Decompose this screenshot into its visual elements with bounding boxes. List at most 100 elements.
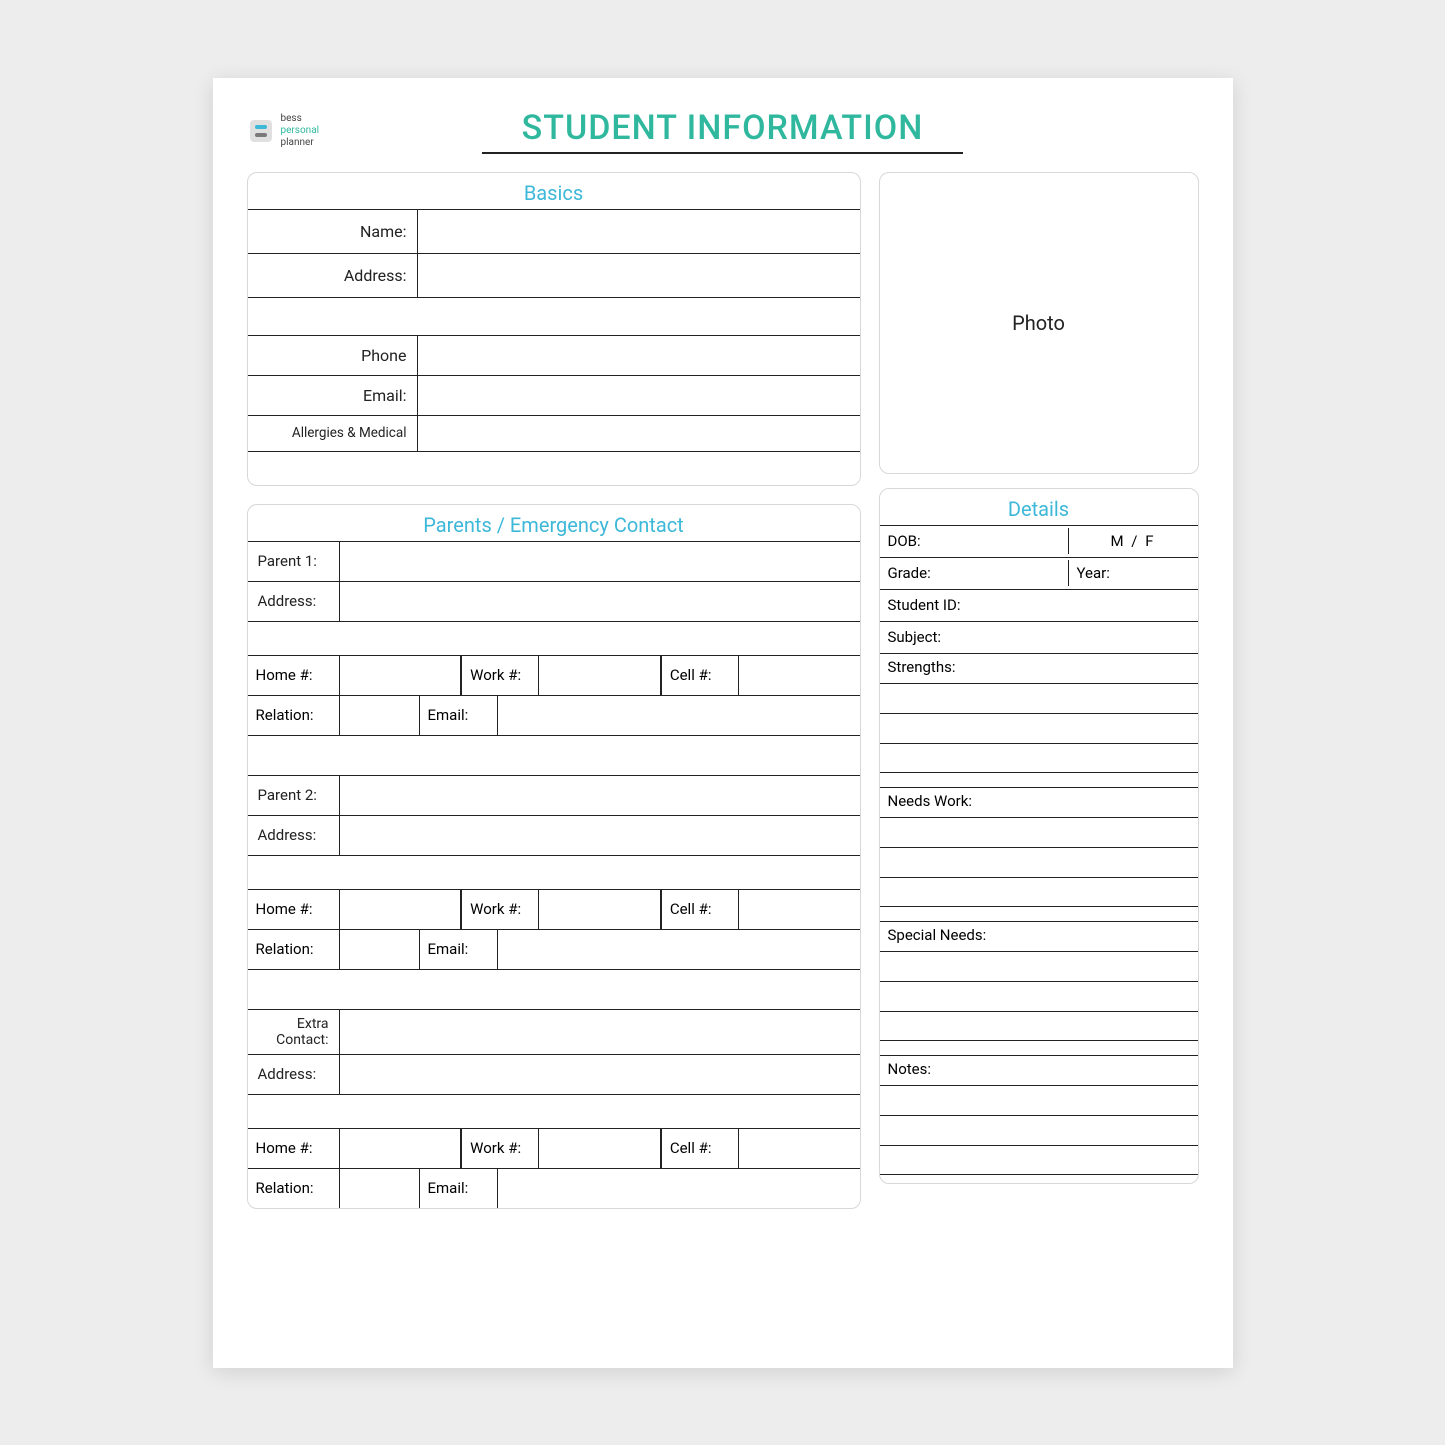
row-parent2: Parent 2: [248,775,860,815]
value-p2-work[interactable] [539,890,661,929]
parents-heading: Parents / Emergency Contact [248,505,860,541]
value-p2-address[interactable] [340,816,860,855]
value-p2-cell[interactable] [739,890,860,929]
needswork-line3[interactable] [880,877,1198,907]
strengths-line3[interactable] [880,743,1198,773]
label-p2-home: Home #: [248,890,340,929]
basics-panel: Basics Name: Address: Phone Email: [247,172,861,486]
row-p1-address: Address: [248,581,860,621]
p1-bottom-spacer[interactable] [248,735,860,775]
row-grade: Grade: Year: [880,557,1198,589]
row-ex-address: Address: [248,1054,860,1094]
parents-panel: Parents / Emergency Contact Parent 1: Ad… [247,504,861,1209]
header: bess personal planner STUDENT INFORMATIO… [247,108,1199,154]
row-p2-relemail: Relation: Email: [248,929,860,969]
value-ex-address[interactable] [340,1055,860,1094]
value-p1-relation[interactable] [340,696,420,735]
label-p1-relation: Relation: [248,696,340,735]
logo-icon [247,117,275,145]
ex-addr-spacer[interactable] [248,1094,860,1128]
value-extra[interactable] [340,1010,860,1054]
title-wrap: STUDENT INFORMATION [407,108,1039,154]
value-ex-home[interactable] [340,1129,462,1168]
value-p2-email[interactable] [498,930,860,969]
value-phone[interactable] [418,336,860,375]
row-allergies: Allergies & Medical [248,415,860,451]
value-p1-address[interactable] [340,582,860,621]
value-p2-home[interactable] [340,890,462,929]
label-p2-work: Work #: [461,890,539,929]
specialneeds-line3[interactable] [880,1011,1198,1041]
specialneeds-line1[interactable] [880,951,1198,981]
notes-line2[interactable] [880,1115,1198,1145]
logo-line3: planner [281,137,320,149]
row-p2-address: Address: [248,815,860,855]
label-p1-cell: Cell #: [661,656,739,695]
value-parent2[interactable] [340,776,860,815]
needswork-line2[interactable] [880,847,1198,877]
basics-heading: Basics [248,173,860,209]
value-p1-cell[interactable] [739,656,860,695]
label-needswork: Needs Work: [880,787,1198,817]
value-p2-relation[interactable] [340,930,420,969]
value-ex-relation[interactable] [340,1169,420,1208]
value-ex-email[interactable] [498,1169,860,1208]
p2-bottom-spacer[interactable] [248,969,860,1009]
label-address: Address: [248,254,418,297]
label-specialneeds: Special Needs: [880,921,1198,951]
label-p2-address: Address: [248,816,340,855]
strengths-line1[interactable] [880,683,1198,713]
details-panel: Details DOB: M / F Grade: Year: Student … [879,488,1199,1184]
page-title: STUDENT INFORMATION [482,108,964,154]
row-dob: DOB: M / F [880,525,1198,557]
page: bess personal planner STUDENT INFORMATIO… [213,78,1233,1368]
notes-line3[interactable] [880,1145,1198,1175]
value-name[interactable] [418,210,860,253]
value-email[interactable] [418,376,860,415]
notes-line1[interactable] [880,1085,1198,1115]
label-name: Name: [248,210,418,253]
logo-text: bess personal planner [281,113,320,149]
p1-addr-spacer[interactable] [248,621,860,655]
value-p1-home[interactable] [340,656,462,695]
right-column: Photo Details DOB: M / F Grade: Year: St… [879,172,1199,1209]
value-parent1[interactable] [340,542,860,581]
row-p1-relemail: Relation: Email: [248,695,860,735]
label-studentid: Student ID: [880,592,969,618]
photo-label: Photo [1012,311,1065,335]
label-subject: Subject: [880,624,950,650]
label-ex-address: Address: [248,1055,340,1094]
strengths-line2[interactable] [880,713,1198,743]
label-p2-cell: Cell #: [661,890,739,929]
label-phone: Phone [248,336,418,375]
photo-box[interactable]: Photo [879,172,1199,474]
basics-bottom-spacer[interactable] [248,451,860,485]
needswork-line1[interactable] [880,817,1198,847]
label-mf[interactable]: M / F [1068,528,1198,554]
p2-addr-spacer[interactable] [248,855,860,889]
label-ex-home: Home #: [248,1129,340,1168]
label-dob: DOB: [880,528,1068,554]
value-ex-work[interactable] [539,1129,661,1168]
label-ex-email: Email: [420,1169,498,1208]
basics-spacer[interactable] [248,297,860,335]
row-studentid: Student ID: [880,589,1198,621]
label-year: Year: [1068,560,1198,586]
label-p2-relation: Relation: [248,930,340,969]
label-extra: Extra Contact: [248,1010,340,1054]
value-p1-email[interactable] [498,696,860,735]
row-ex-phones: Home #: Work #: Cell #: [248,1128,860,1168]
logo: bess personal planner [247,113,407,149]
row-phone: Phone [248,335,860,375]
label-parent1: Parent 1: [248,542,340,581]
value-ex-cell[interactable] [739,1129,860,1168]
label-p1-home: Home #: [248,656,340,695]
label-allergies: Allergies & Medical [248,416,418,451]
row-address: Address: [248,253,860,297]
columns: Basics Name: Address: Phone Email: [247,172,1199,1209]
value-allergies[interactable] [418,416,860,451]
value-address[interactable] [418,254,860,297]
label-ex-work: Work #: [461,1129,539,1168]
specialneeds-line2[interactable] [880,981,1198,1011]
value-p1-work[interactable] [539,656,661,695]
